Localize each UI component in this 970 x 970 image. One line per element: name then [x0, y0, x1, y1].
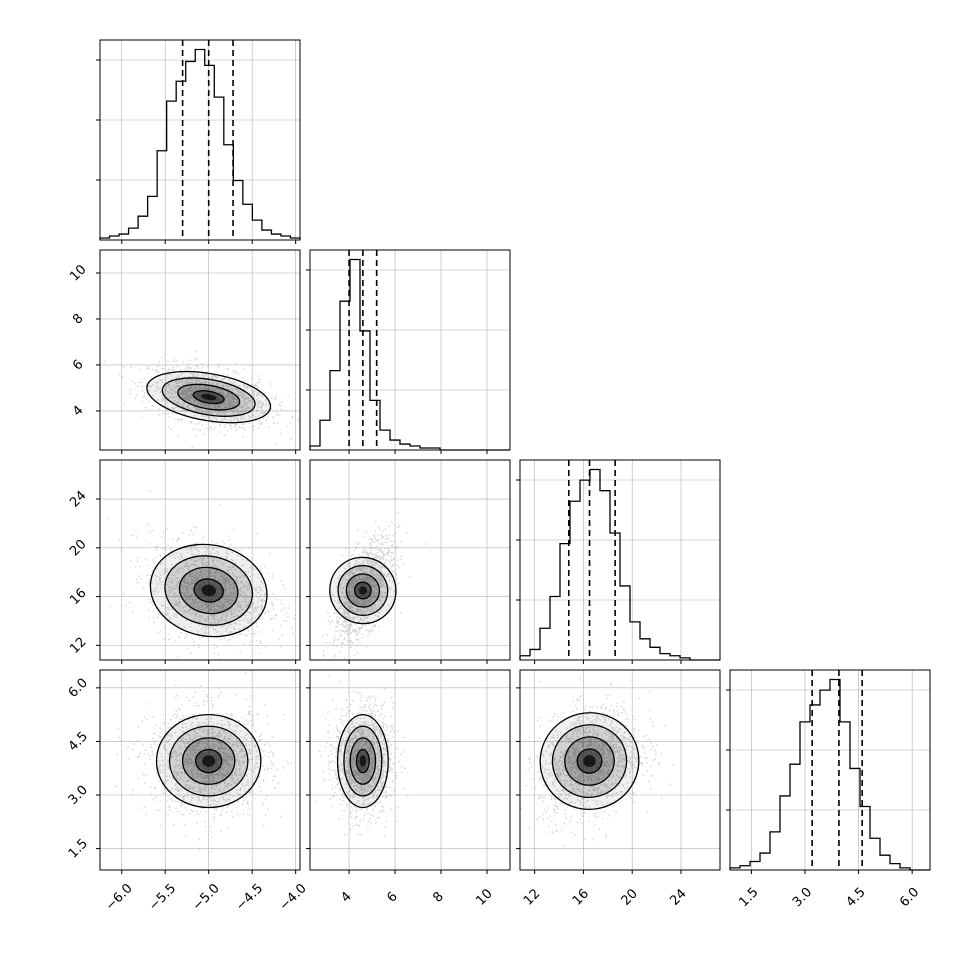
x-tick-label: −4.0: [277, 881, 310, 914]
x-tick-label: 1.5: [736, 885, 761, 910]
density-shade: [202, 755, 216, 767]
contour-line: [177, 383, 241, 411]
x-tick-label: 10: [473, 886, 495, 908]
histogram-frame: [309, 249, 511, 451]
y-tick-label: 12: [67, 635, 89, 657]
pair-frame: [99, 459, 301, 661]
y-tick-label: 1.5: [66, 836, 91, 861]
density-shade: [200, 393, 217, 401]
histogram-frame: [519, 459, 721, 661]
contour-line: [155, 713, 262, 809]
pair-panel-3-1: 4 6 8 10: [306, 669, 511, 909]
contour-line: [146, 370, 272, 424]
x-tick-label: −4.5: [233, 881, 266, 914]
contour-line: [193, 578, 224, 603]
y-tick-label: 3.0: [66, 783, 91, 808]
density-shade: [201, 584, 216, 597]
density-shade: [359, 755, 367, 767]
pair-panel-2-1: [306, 459, 511, 664]
contour-line: [349, 737, 377, 785]
contour-line: [192, 390, 225, 405]
y-tick-label: 20: [67, 537, 89, 559]
scatter-points: [322, 511, 427, 660]
contour-line: [539, 712, 640, 811]
pair-frame: [309, 669, 511, 871]
contour-line: [149, 543, 268, 638]
contour-line: [336, 713, 389, 809]
pair-content: [314, 675, 409, 837]
contour-line: [343, 725, 383, 797]
x-tick-label: 20: [619, 886, 641, 908]
pair-panel-1-0: 4 6 8 10: [67, 249, 301, 454]
pair-frame: [519, 669, 721, 871]
contour-line: [551, 724, 628, 798]
pair-content: [107, 490, 296, 660]
pair-panel-3-0: −6.0 −5.5 −5.0 −4.5 −4.0 1.5 3.0 4.5 6.0: [66, 669, 310, 914]
contour-line: [161, 377, 256, 417]
contour-line: [168, 725, 249, 797]
pair-content: [115, 672, 292, 853]
y-tick-label: 6: [70, 357, 86, 373]
contour-line: [178, 566, 239, 615]
x-tick-label: 4.5: [843, 885, 868, 910]
y-tick-label: 4: [70, 403, 86, 419]
contour-line: [329, 556, 397, 625]
y-tick-label: 8: [70, 311, 86, 327]
y-tick-label: 4.5: [66, 729, 91, 754]
pair-frame: [99, 249, 301, 451]
pair-panel-2-0: 12 16 20 24: [67, 459, 301, 664]
x-tick-label: 12: [521, 886, 543, 908]
y-tick-label: 16: [67, 586, 89, 608]
pair-panel-3-2: 12 16 20 24: [516, 669, 721, 909]
scatter-points: [107, 490, 296, 660]
x-tick-label: −5.0: [190, 881, 223, 914]
panels: 1.5 3.0 4.5 6.0 4 6 8 10 12 16 20 24 −6.0 −5.5 −5.0 −4.…: [66, 39, 931, 914]
histogram-frame: [729, 669, 931, 871]
contour-line: [576, 748, 603, 774]
histogram-step-line: [309, 258, 510, 451]
contour-line: [164, 555, 254, 626]
x-tick-label: −6.0: [103, 881, 136, 914]
pair-frame: [309, 459, 511, 661]
y-tick-label: 6.0: [66, 676, 91, 701]
x-tick-label: 6: [384, 889, 400, 905]
contour-line: [195, 748, 223, 774]
histogram-panel-2: [516, 459, 721, 664]
pair-content: [104, 350, 300, 449]
density-shade: [358, 586, 368, 595]
x-tick-label: 16: [570, 886, 592, 908]
histogram-panel-1: [306, 249, 511, 454]
y-tick-label: 10: [67, 262, 89, 284]
x-tick-label: 6.0: [897, 885, 922, 910]
contour-line: [181, 737, 236, 785]
density-shade: [583, 755, 596, 768]
histogram-step-line: [729, 678, 930, 871]
x-tick-label: 24: [667, 886, 689, 908]
histogram-step-line: [519, 468, 720, 661]
pair-content: [322, 511, 427, 660]
x-tick-label: 4: [338, 889, 354, 905]
histogram-frame: [99, 39, 301, 241]
contour-line: [345, 573, 381, 608]
y-tick-label: 24: [67, 488, 89, 510]
pair-content: [520, 677, 675, 847]
pair-frame: [99, 669, 301, 871]
x-tick-label: −5.5: [146, 881, 179, 914]
histogram-panel-3: 1.5 3.0 4.5 6.0: [726, 669, 931, 910]
contour-line: [564, 736, 615, 786]
x-tick-label: 3.0: [790, 885, 815, 910]
contour-line: [355, 748, 370, 774]
contour-line: [337, 564, 389, 616]
contour-line: [353, 581, 372, 600]
histogram-step-line: [99, 48, 301, 240]
x-tick-label: 8: [430, 889, 446, 905]
histogram-panel-0: [96, 39, 301, 244]
